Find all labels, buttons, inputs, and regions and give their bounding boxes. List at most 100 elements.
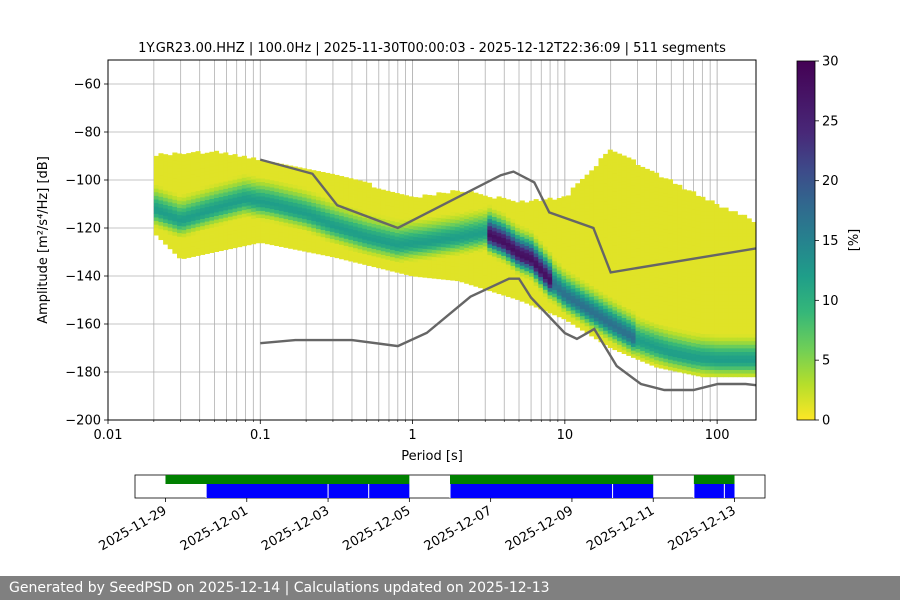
psd-cell <box>705 304 711 309</box>
psd-cell <box>732 369 738 374</box>
psd-cell <box>246 187 252 192</box>
psd-cell <box>385 255 391 260</box>
psd-cell <box>566 303 572 308</box>
psd-cell <box>663 207 669 212</box>
psd-cell <box>612 173 618 178</box>
psd-cell <box>186 160 192 165</box>
psd-cell <box>742 229 748 234</box>
psd-cell <box>593 209 599 214</box>
psd-cell <box>427 266 433 271</box>
psd-cell <box>172 192 178 197</box>
psd-cell <box>204 242 210 247</box>
psd-cell <box>644 240 650 245</box>
psd-cell <box>644 348 650 353</box>
psd-cell <box>274 180 280 185</box>
psd-computed-bar <box>693 484 725 498</box>
psd-cell <box>251 171 257 176</box>
psd-cell <box>450 233 456 238</box>
psd-cell <box>732 304 738 309</box>
psd-cell <box>427 238 433 243</box>
psd-cell <box>232 157 238 162</box>
psd-cell <box>635 251 641 256</box>
psd-cell <box>501 244 507 249</box>
psd-cell <box>533 263 539 268</box>
psd-cell <box>464 196 470 201</box>
psd-computed-bar <box>206 484 329 498</box>
psd-cell <box>579 254 586 259</box>
psd-cell <box>380 243 386 248</box>
psd-cell <box>705 229 711 234</box>
psd-cell <box>603 287 609 292</box>
psd-cell <box>190 227 196 232</box>
psd-cell <box>677 364 683 369</box>
psd-cell <box>681 232 687 237</box>
psd-cell <box>658 209 664 214</box>
psd-cell <box>223 210 229 215</box>
psd-cell <box>663 336 669 341</box>
psd-cell <box>603 290 609 295</box>
psd-cell <box>167 216 173 221</box>
psd-cell <box>167 198 173 203</box>
psd-cell <box>672 313 678 318</box>
psd-cell <box>603 305 609 310</box>
psd-cell <box>552 260 558 265</box>
psd-cell <box>672 216 678 221</box>
psd-cell <box>561 221 567 226</box>
psd-cell <box>630 335 636 340</box>
psd-cell <box>473 253 479 258</box>
psd-cell <box>556 309 562 314</box>
psd-cell <box>510 283 516 288</box>
psd-cell <box>454 255 460 260</box>
psd-cell <box>561 286 567 291</box>
psd-cell <box>695 332 701 337</box>
psd-cell <box>667 211 674 216</box>
psd-cell <box>515 231 521 236</box>
psd-cell <box>649 300 655 305</box>
psd-cell <box>283 233 289 238</box>
psd-cell <box>362 235 368 240</box>
psd-cell <box>163 154 169 159</box>
psd-cell <box>214 240 220 245</box>
psd-cell <box>742 279 748 284</box>
psd-cell <box>427 259 433 264</box>
psd-cell <box>589 281 595 286</box>
psd-cell <box>607 293 613 298</box>
psd-cell <box>227 219 233 224</box>
psd-cell <box>723 330 729 334</box>
psd-cell <box>482 206 488 211</box>
psd-cell <box>468 209 474 214</box>
psd-cell <box>630 227 636 232</box>
psd-cell <box>612 306 618 311</box>
psd-cell <box>427 220 433 225</box>
psd-cell <box>663 243 669 248</box>
psd-cell <box>158 236 164 241</box>
psd-cell <box>265 229 271 234</box>
psd-cell <box>542 282 548 287</box>
psd-cell <box>519 225 525 230</box>
psd-cell <box>672 324 678 329</box>
psd-cell <box>450 265 456 270</box>
psd-cell <box>214 154 220 159</box>
psd-cell <box>223 206 229 211</box>
psd-cell <box>709 319 715 324</box>
psd-cell <box>579 276 586 281</box>
psd-cell <box>700 283 706 288</box>
psd-cell <box>598 183 604 188</box>
psd-cell <box>584 264 590 269</box>
psd-cell <box>593 313 599 318</box>
psd-cell <box>385 252 391 257</box>
psd-cell <box>394 211 400 216</box>
psd-cell <box>167 155 173 160</box>
psd-cell <box>584 329 590 334</box>
psd-cell <box>621 277 627 282</box>
psd-cell <box>311 249 317 254</box>
y-axis-label-text: Amplitude [m²/s⁴/Hz] [dB] <box>36 156 51 324</box>
psd-cell <box>746 337 752 342</box>
psd-cell <box>621 270 627 275</box>
psd-cell <box>723 229 729 234</box>
psd-cell <box>450 244 456 249</box>
psd-cell <box>700 322 706 327</box>
psd-cell <box>626 290 632 295</box>
psd-cell <box>718 344 724 349</box>
psd-cell <box>529 297 535 302</box>
